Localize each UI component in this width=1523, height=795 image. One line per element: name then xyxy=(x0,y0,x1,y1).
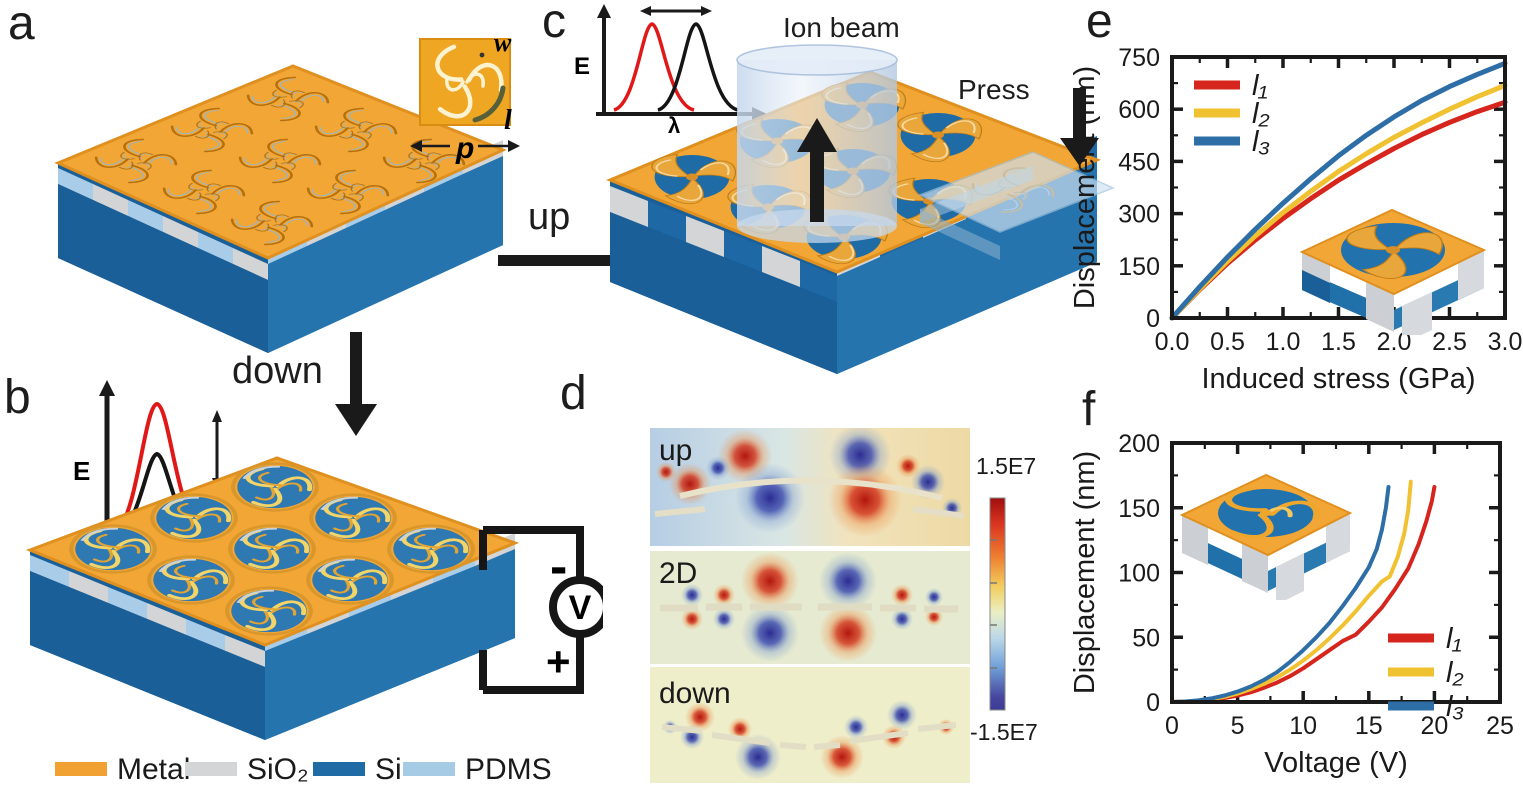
svg-text:5: 5 xyxy=(1231,712,1245,740)
colorbar-min-label: -1.5E7 xyxy=(970,719,1038,745)
svg-text:l₃: l₃ xyxy=(1252,126,1270,158)
stress-map-down: down xyxy=(650,667,970,783)
arrow-down-icon xyxy=(335,332,377,436)
svg-text:l₁: l₁ xyxy=(1252,70,1268,102)
voltmeter-V-label: V xyxy=(569,589,592,627)
press-label: Press xyxy=(958,74,1030,105)
map-up-label: up xyxy=(659,434,692,467)
svg-text:600: 600 xyxy=(1118,96,1160,124)
svg-text:Induced stress (GPa): Induced stress (GPa) xyxy=(1202,363,1476,395)
svg-text:Displacement (nm): Displacement (nm) xyxy=(1069,451,1101,694)
black-resonance-curve xyxy=(657,22,739,112)
si-label: Si xyxy=(375,753,402,786)
stress-map-2d: 2D xyxy=(650,551,970,664)
press-slab xyxy=(918,151,1115,260)
chart-displacement-vs-stress: 0.0 0.5 1.0 1.5 2.0 2.5 3.00150300450600750l₁l… xyxy=(1069,44,1523,395)
svg-text:0.5: 0.5 xyxy=(1210,328,1245,356)
unit-cell-inset: w l p xyxy=(410,28,520,165)
metal-label: Metal xyxy=(117,753,191,786)
svg-text:750: 750 xyxy=(1118,44,1160,72)
legend-item-pdms: PDMS xyxy=(403,753,552,787)
svg-text:Voltage (V): Voltage (V) xyxy=(1264,747,1407,779)
voltage-circuit: V - + xyxy=(479,526,603,694)
spectrum-shift-inset: E λ xyxy=(574,4,767,134)
panel-label-a: a xyxy=(8,0,35,50)
metasurface-flat-3d xyxy=(54,64,507,353)
svg-text:0.0: 0.0 xyxy=(1155,328,1190,356)
pdms-swatch xyxy=(403,762,455,776)
metal-swatch xyxy=(55,762,107,776)
svg-text:150: 150 xyxy=(1118,495,1160,523)
svg-text:Displacement (nm): Displacement (nm) xyxy=(1069,66,1101,309)
legend-item-si: Si xyxy=(313,753,402,787)
plus-terminal-label: + xyxy=(546,638,571,685)
transition-up-label: up xyxy=(528,196,571,238)
svg-text:2.5: 2.5 xyxy=(1432,328,1467,356)
sio2-swatch xyxy=(185,762,237,776)
svg-text:300: 300 xyxy=(1118,201,1160,229)
axis-E-label: E xyxy=(73,456,90,486)
svg-text:l₃: l₃ xyxy=(1446,691,1464,723)
sio2-label: SiO₂ xyxy=(247,753,309,786)
minus-terminal-label: - xyxy=(550,538,567,596)
map-2d-label: 2D xyxy=(659,557,697,590)
svg-text:25: 25 xyxy=(1486,712,1514,740)
chart-f-unit-cell-inset xyxy=(1179,473,1353,600)
svg-text:0: 0 xyxy=(1146,305,1160,333)
svg-text:150: 150 xyxy=(1118,253,1160,281)
legend-item-sio2: SiO₂ xyxy=(185,753,309,787)
stress-colorbar: 1.5E7 -1.5E7 xyxy=(970,453,1038,745)
axis-E-label: E xyxy=(574,53,590,80)
ion-beam-label: Ion beam xyxy=(783,12,900,43)
unit-cell-p-label: p xyxy=(455,132,474,165)
panel-label-c: c xyxy=(542,0,566,48)
svg-text:50: 50 xyxy=(1132,624,1160,652)
svg-text:l₂: l₂ xyxy=(1252,98,1270,130)
svg-text:0: 0 xyxy=(1146,689,1160,717)
map-down-label: down xyxy=(659,677,731,710)
svg-text:20: 20 xyxy=(1420,712,1448,740)
pdms-label: PDMS xyxy=(465,753,552,786)
svg-text:l₁: l₁ xyxy=(1446,623,1462,655)
chart-e-unit-cell-inset xyxy=(1299,208,1487,335)
panel-label-d: d xyxy=(560,367,587,420)
panel-label-f: f xyxy=(1082,383,1096,436)
voltmeter-icon xyxy=(549,576,603,638)
stress-map-up: up xyxy=(650,428,970,546)
transition-down-label: down xyxy=(232,350,323,392)
metasurface-up-3d xyxy=(606,44,1115,374)
svg-text:1.5: 1.5 xyxy=(1321,328,1356,356)
si-swatch xyxy=(313,762,365,776)
svg-text:3.0: 3.0 xyxy=(1488,328,1523,356)
svg-text:l₂: l₂ xyxy=(1446,657,1464,689)
panel-label-b: b xyxy=(4,371,31,424)
unit-cell-w-label: w xyxy=(494,28,512,57)
svg-text:200: 200 xyxy=(1118,430,1160,458)
shift-double-arrow-icon xyxy=(640,6,712,16)
legend-item-metal: Metal xyxy=(55,753,190,787)
ion-beam-up-arrow-icon xyxy=(797,118,837,222)
svg-text:100: 100 xyxy=(1118,560,1160,588)
w-pointer-dot xyxy=(479,52,485,58)
panel-label-e: e xyxy=(1086,0,1113,48)
press-down-arrow-icon xyxy=(1060,88,1099,166)
axis-lambda-label: λ xyxy=(668,113,680,134)
colorbar-max-label: 1.5E7 xyxy=(976,453,1036,479)
svg-text:450: 450 xyxy=(1118,148,1160,176)
unit-cell-l-label: l xyxy=(504,105,512,136)
svg-text:0: 0 xyxy=(1165,712,1179,740)
svg-text:1.0: 1.0 xyxy=(1266,328,1301,356)
svg-text:15: 15 xyxy=(1355,712,1383,740)
svg-text:10: 10 xyxy=(1289,712,1317,740)
metasurface-down-3d xyxy=(25,456,520,740)
